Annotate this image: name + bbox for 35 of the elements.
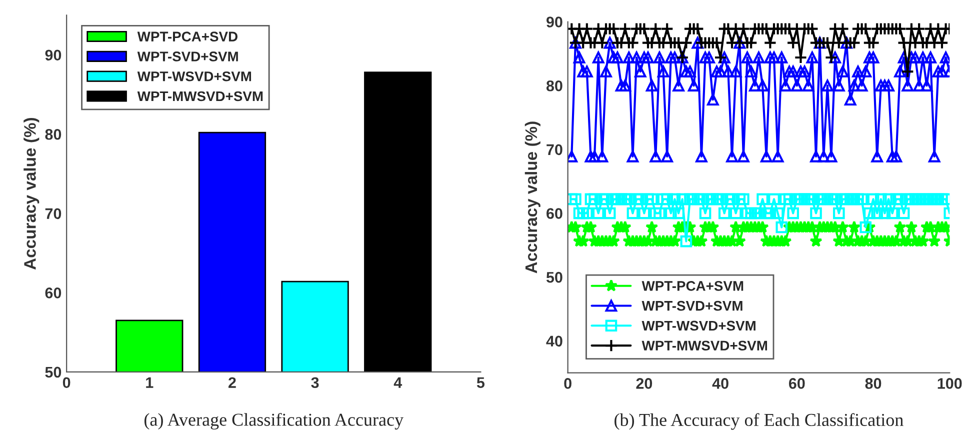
x-tick-label: 3 bbox=[311, 377, 319, 388]
y-tick-label: 90 bbox=[45, 50, 62, 61]
y-tick-label: 40 bbox=[546, 336, 562, 347]
x-tick-label: 60 bbox=[788, 378, 805, 389]
y-tick-label: 50 bbox=[546, 272, 562, 283]
y-tick-label: 70 bbox=[546, 144, 562, 156]
x-tick-label: 20 bbox=[636, 378, 652, 389]
legend-label: WPT-MWSVD+SVM bbox=[642, 340, 768, 351]
y-tick-label: 90 bbox=[546, 16, 562, 28]
x-tick-label: 1 bbox=[146, 377, 154, 388]
x-tick-label: 80 bbox=[865, 378, 882, 389]
y-tick-label: 70 bbox=[45, 208, 62, 220]
legend-label: WPT-WSVD+SVM bbox=[642, 320, 756, 331]
legend-label: WPT-PCA+SVM bbox=[642, 281, 744, 291]
legend-label: WPT-SVD+SVM bbox=[642, 300, 742, 311]
y-tick-label: 80 bbox=[546, 80, 562, 92]
y-axis-title: Accuracy value (%) bbox=[24, 118, 40, 270]
y-tick-label: 80 bbox=[45, 128, 62, 140]
x-tick-label: 2 bbox=[228, 377, 236, 388]
text: (b) The Accuracy of Each Classification bbox=[614, 413, 904, 430]
x-tick-label: 0 bbox=[564, 378, 572, 389]
x-tick-label: 4 bbox=[394, 377, 402, 388]
x-tick-label: 0 bbox=[62, 377, 70, 388]
legend-label: WPT-PCA+SVD bbox=[137, 32, 238, 42]
y-tick-label: 60 bbox=[546, 208, 562, 219]
text: (a) Average Classification Accuracy bbox=[144, 412, 404, 430]
y-tick-label: 60 bbox=[45, 288, 62, 298]
y-axis-title: Accuracy value (%) bbox=[524, 122, 540, 274]
legend-label: WPT-WSVD+SVM bbox=[137, 71, 252, 82]
x-tick-label: 40 bbox=[712, 378, 728, 389]
x-tick-label: 100 bbox=[938, 378, 962, 389]
legend-label: WPT-MWSVD+SVM bbox=[137, 91, 263, 102]
y-tick-label: 50 bbox=[45, 366, 62, 378]
x-tick-label: 5 bbox=[476, 377, 485, 388]
legend-label: WPT-SVD+SVM bbox=[137, 52, 238, 62]
